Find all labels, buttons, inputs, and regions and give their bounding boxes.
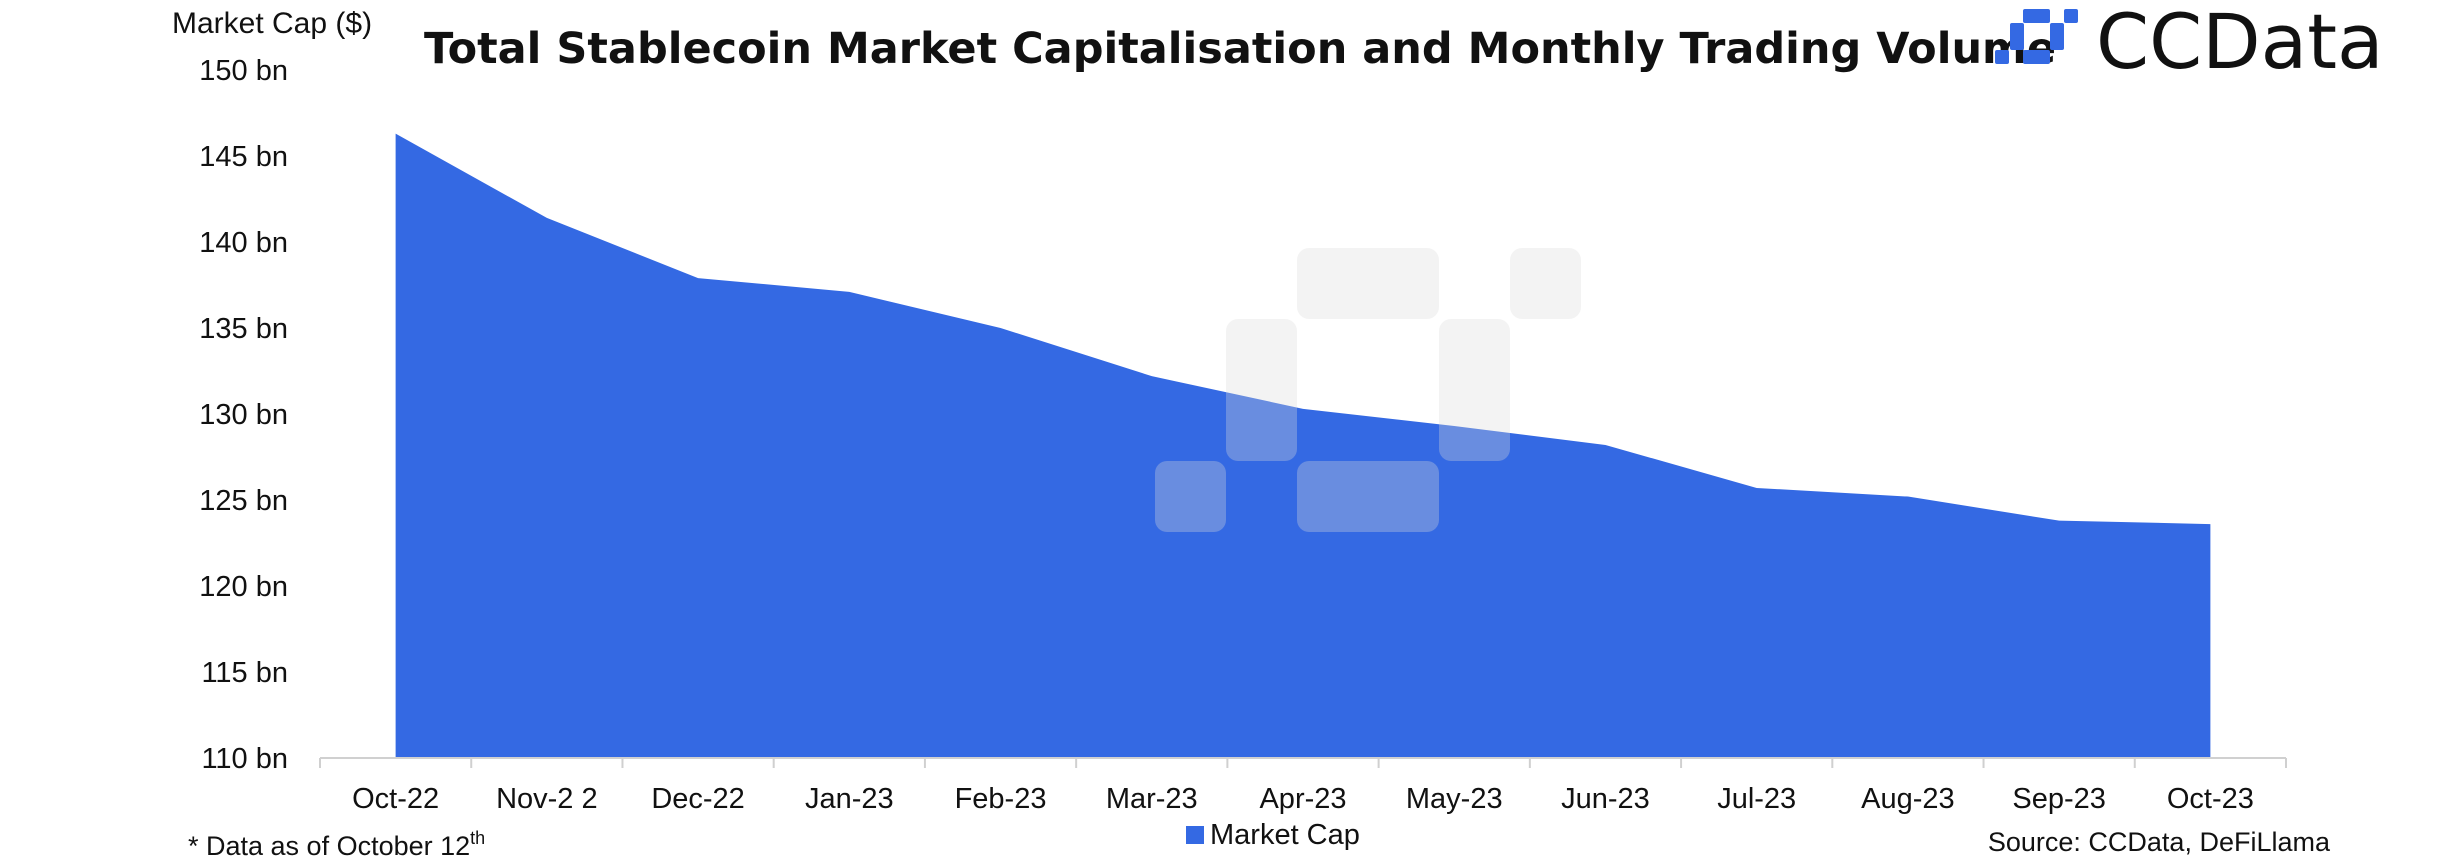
y-tick-label: 115 bn bbox=[201, 657, 288, 689]
legend: Market Cap bbox=[1186, 819, 1360, 851]
y-tick-label: 145 bn bbox=[199, 141, 288, 173]
brand-logo: CCData bbox=[1995, 0, 2384, 86]
y-tick-label: 120 bn bbox=[199, 571, 288, 603]
x-tick-label: Dec-22 bbox=[651, 783, 745, 815]
footnote-superscript: th bbox=[470, 828, 485, 848]
x-tick-label: Feb-23 bbox=[955, 783, 1047, 815]
ccdata-logo-icon bbox=[1995, 9, 2078, 64]
x-tick-label: Aug-23 bbox=[1861, 783, 1955, 815]
x-tick-label: Oct-22 bbox=[352, 783, 439, 815]
source-note: Source: CCData, DeFiLlama bbox=[1988, 827, 2331, 857]
x-axis bbox=[319, 757, 2287, 768]
x-tick-label: May-23 bbox=[1406, 783, 1503, 815]
y-tick-label: 130 bn bbox=[199, 399, 288, 431]
y-tick-label: 140 bn bbox=[199, 227, 288, 259]
y-tick-label: 135 bn bbox=[199, 313, 288, 345]
x-tick-label: Sep-23 bbox=[2012, 783, 2106, 815]
y-axis-label: Market Cap ($) bbox=[172, 7, 372, 40]
y-tick-labels: 110 bn 115 bn 120 bn 125 bn 130 bn 135 bn 140 … bbox=[199, 55, 288, 775]
y-tick-label: 110 bn bbox=[201, 743, 288, 775]
series-area-market-cap bbox=[395, 133, 2211, 758]
x-tick-label: Mar-23 bbox=[1106, 783, 1198, 815]
brand-name: CCData bbox=[2096, 0, 2384, 86]
x-tick-label: Oct-23 bbox=[2167, 783, 2254, 815]
y-tick-label: 150 bn bbox=[199, 55, 288, 87]
x-tick-label: Nov-2 2 bbox=[496, 783, 598, 815]
footnote-text: * Data as of October 12 bbox=[188, 831, 470, 861]
x-tick-label: Apr-23 bbox=[1259, 783, 1346, 815]
x-tick-label: Jan-23 bbox=[805, 783, 894, 815]
x-tick-label: Jun-23 bbox=[1561, 783, 1650, 815]
chart-title: Total Stablecoin Market Capitalisation a… bbox=[424, 24, 2056, 74]
legend-label-market-cap: Market Cap bbox=[1210, 819, 1360, 851]
x-tick-label: Jul-23 bbox=[1717, 783, 1796, 815]
legend-swatch-market-cap bbox=[1186, 826, 1204, 844]
footnote: * Data as of October 12th bbox=[188, 828, 485, 861]
y-tick-label: 125 bn bbox=[199, 485, 288, 517]
watermark-logo-icon bbox=[1155, 248, 1581, 532]
x-tick-labels: Oct-22 Nov-2 2 Dec-22 Jan-23 Feb-23 Mar-23 Apr… bbox=[352, 783, 2254, 815]
